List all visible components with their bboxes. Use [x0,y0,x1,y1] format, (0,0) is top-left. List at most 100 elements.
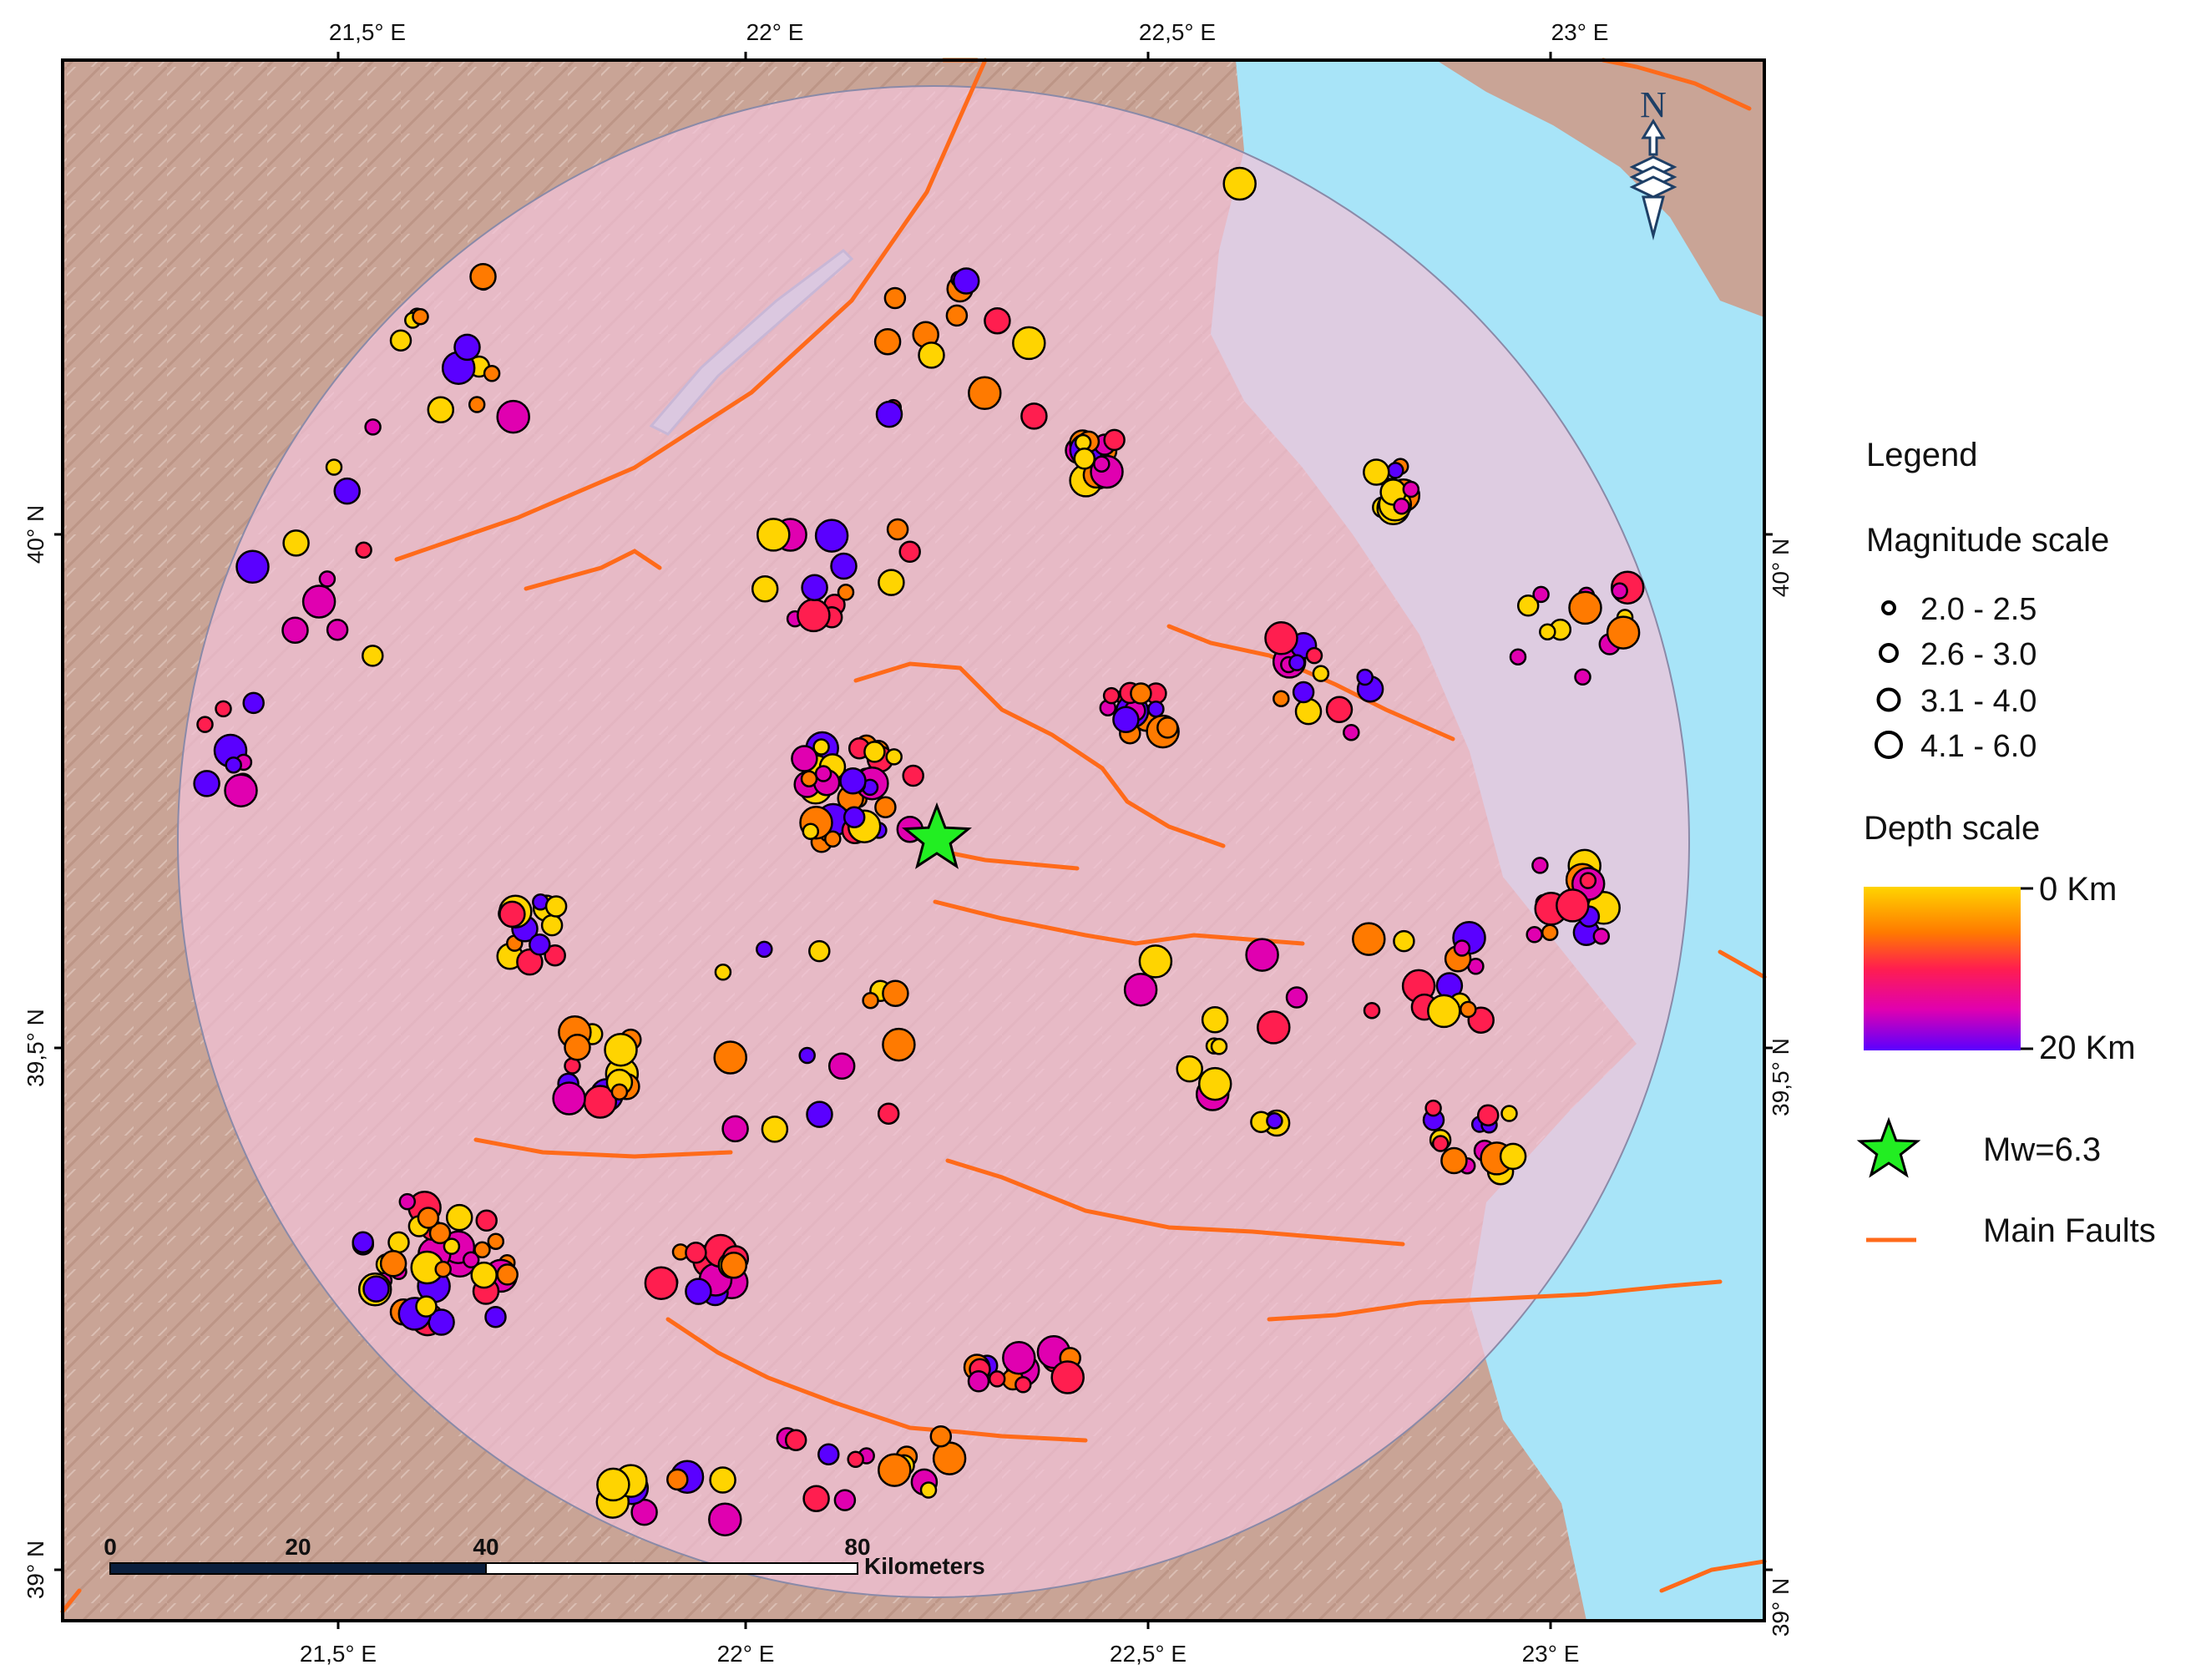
earthquake-event-marker [1176,1055,1203,1083]
lat-tick-label-left: 39,5° N [23,1009,48,1087]
earthquake-event-marker [1476,1104,1500,1126]
earthquake-event-marker [1147,700,1165,718]
earthquake-event-marker [827,1052,856,1080]
earthquake-event-marker [1431,1135,1450,1152]
earthquake-event-marker [496,1263,519,1286]
earthquake-event-marker [1102,686,1121,705]
scale-bar-tick: 0 [104,1534,117,1560]
longitude-ticks [336,52,1552,1629]
map-frame-border [61,58,1766,1622]
earthquake-event-marker [596,1467,630,1502]
earthquake-event-marker [798,1046,816,1065]
earthquake-event-marker [808,939,831,963]
earthquake-event-marker [387,1231,410,1254]
earthquake-event-marker [362,645,384,667]
earthquake-event-marker [1574,668,1591,686]
earthquake-event-marker [1393,498,1410,515]
earthquake-event-marker [1305,646,1323,665]
earthquake-event-marker [224,773,258,807]
earthquake-event-marker [417,1207,440,1229]
earthquake-event-marker [1138,944,1173,979]
scale-bar-empty-segment [485,1562,858,1575]
fault-line [933,899,1305,946]
earthquake-event-marker [1363,1001,1381,1020]
earthquake-event-marker [498,900,526,929]
earthquake-events [193,166,1645,1536]
sea-north-coast [1436,60,1764,317]
earthquake-event-marker [1093,455,1111,473]
earthquake-event-marker [882,979,909,1007]
earthquake-event-marker [721,1115,749,1143]
earthquake-event-marker [878,1453,912,1487]
earthquake-event-marker [882,1027,916,1062]
fault-line [1718,949,1767,979]
earthquake-event-marker [1222,166,1257,201]
earthquake-event-marker [1352,922,1386,956]
earthquake-event-marker [1611,582,1628,600]
earthquake-event-marker [1363,458,1390,486]
scale-bar-filled-segment [109,1562,487,1575]
lat-tick-label-right: 39,5° N [1768,1038,1794,1116]
north-arrow-letter: N [1640,84,1667,125]
earthquake-event-marker [1460,1000,1477,1019]
earthquake-event-marker [918,342,945,369]
earthquake-event-marker [1130,682,1152,705]
earthquake-event-marker [453,333,481,362]
earthquake-event-marker [945,304,969,327]
earthquake-event-marker [875,400,903,428]
earthquake-event-marker [902,764,924,787]
earthquake-event-marker [874,796,897,818]
earthquake-event-marker [1393,929,1415,953]
earthquake-event-marker [1123,972,1158,1007]
earthquake-event-marker [791,745,818,772]
earthquake-event-marker [1532,585,1550,604]
earthquake-event-marker [919,1481,938,1499]
earthquake-event-marker [886,518,909,541]
earthquake-event-marker [1285,986,1308,1009]
earthquake-event-marker [428,1222,452,1245]
earthquake-event-marker [552,1081,586,1116]
earthquake-event-marker [318,570,336,588]
earthquake-event-marker [415,1295,438,1318]
earthquake-event-marker [468,396,486,413]
earthquake-event-marker [1266,1112,1283,1130]
earthquake-event-marker [389,329,412,352]
earthquake-event-marker [814,519,849,553]
earthquake-event-marker [1201,1006,1229,1034]
earthquake-event-marker [1073,448,1096,470]
earthquake-event-marker [434,1260,452,1278]
earthquake-event-marker [242,691,265,715]
lon-tick-label-top: 22° E [746,19,804,45]
earthquake-event-marker [929,1424,953,1448]
earthquake-event-marker [1257,1010,1291,1045]
earthquake-event-marker [1156,716,1179,739]
earthquake-event-marker [301,584,336,619]
earthquake-event-marker [1288,654,1306,671]
earthquake-event-marker [326,618,349,641]
lon-tick-label-bottom: 21,5° E [300,1641,377,1667]
fault-line [665,1317,1088,1443]
earthquake-event-marker [877,1102,900,1125]
earthquake-event-marker [544,944,566,967]
earthquake-event-marker [862,991,879,1010]
earthquake-event-marker [1606,615,1641,650]
magnitude-class-label: 2.0 - 2.5 [1920,592,2037,627]
earthquake-event-marker [1592,927,1611,945]
earthquake-event-marker [801,574,828,601]
earthquake-event-marker [1427,994,1461,1029]
earthquake-event-marker [469,263,497,291]
earthquake-event-marker [427,396,455,424]
earthquake-event-marker [412,307,429,326]
earthquake-event-marker [842,806,866,828]
earthquake-event-marker [1325,696,1354,724]
earthquake-event-marker [281,616,309,645]
earthquake-event-marker [282,529,310,557]
scale-bar: 0 20 40 80 Kilometers [104,1534,985,1579]
earthquake-event-marker [630,1498,658,1526]
earthquake-event-marker [1387,462,1404,479]
earthquake-event-marker [1264,621,1298,655]
earthquake-event-marker [564,1034,591,1061]
earthquake-event-marker [839,767,867,795]
earthquake-event-marker [487,1232,505,1250]
earthquake-event-marker [713,1040,747,1075]
